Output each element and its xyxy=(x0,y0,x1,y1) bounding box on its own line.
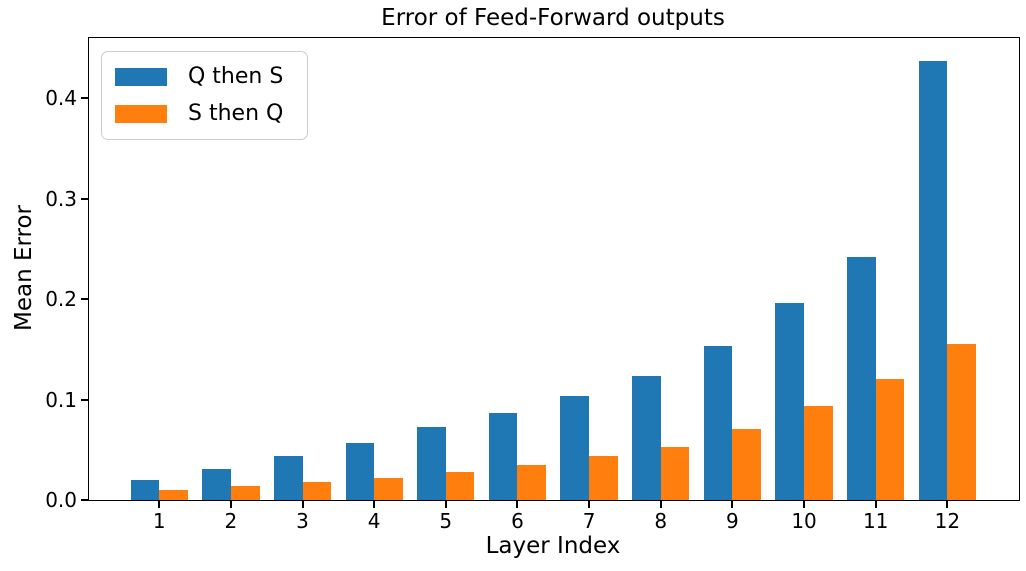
bar-q-then-s-layer-5 xyxy=(417,426,446,500)
legend-label-s-then-q: S then Q xyxy=(188,101,284,127)
bar-q-then-s-layer-3 xyxy=(273,455,303,500)
y-tick-label-0.3: 0.3 xyxy=(45,186,77,211)
y-tick-0.4 xyxy=(81,97,89,100)
y-tick-0.3 xyxy=(81,197,89,200)
bar-s-then-q-layer-2 xyxy=(230,485,260,500)
bar-s-then-q-layer-9 xyxy=(732,428,762,500)
x-tick-label-5: 5 xyxy=(439,509,453,533)
bar-s-then-q-layer-5 xyxy=(445,471,475,500)
bar-s-then-q-layer-3 xyxy=(302,481,332,500)
x-axis-label: Layer Index xyxy=(485,533,621,559)
y-tick-0.1 xyxy=(81,398,89,401)
x-tick-label-2: 2 xyxy=(224,509,238,533)
bar-s-then-q-layer-11 xyxy=(875,379,905,500)
y-tick-label-0.4: 0.4 xyxy=(45,86,77,111)
x-tick-label-1: 1 xyxy=(152,509,166,533)
x-tick-6 xyxy=(516,500,519,508)
x-tick-8 xyxy=(659,500,662,508)
x-tick-11 xyxy=(874,500,877,508)
x-tick-7 xyxy=(588,500,591,508)
y-tick-label-0.2: 0.2 xyxy=(45,287,77,312)
y-tick-0.0 xyxy=(81,499,89,501)
bar-q-then-s-layer-6 xyxy=(488,412,518,500)
x-tick-label-4: 4 xyxy=(367,509,381,533)
x-tick-1 xyxy=(158,500,161,508)
x-tick-label-7: 7 xyxy=(582,509,596,533)
bar-s-then-q-layer-1 xyxy=(159,489,188,500)
x-tick-9 xyxy=(731,500,734,508)
chart-title: Error of Feed-Forward outputs xyxy=(381,5,725,31)
x-tick-label-8: 8 xyxy=(654,509,668,533)
x-tick-5 xyxy=(444,500,447,508)
bar-q-then-s-layer-12 xyxy=(918,61,948,500)
bar-q-then-s-layer-11 xyxy=(847,256,876,500)
y-axis-label: Mean Error xyxy=(11,204,37,332)
x-tick-label-10: 10 xyxy=(791,509,817,533)
x-tick-4 xyxy=(373,500,376,508)
legend-item-q-then-s: Q then S xyxy=(115,64,283,89)
y-tick-label-0.0: 0.0 xyxy=(45,488,77,512)
x-tick-label-11: 11 xyxy=(862,509,889,533)
bar-q-then-s-layer-4 xyxy=(345,442,375,500)
bar-q-then-s-layer-10 xyxy=(775,303,805,500)
bar-q-then-s-layer-9 xyxy=(703,346,733,500)
bar-q-then-s-layer-1 xyxy=(130,479,160,500)
y-tick-label-0.1: 0.1 xyxy=(45,387,77,412)
bar-s-then-q-layer-8 xyxy=(660,446,690,500)
x-tick-3 xyxy=(301,500,304,508)
x-tick-label-9: 9 xyxy=(726,509,739,533)
bar-s-then-q-layer-7 xyxy=(589,455,618,500)
legend-swatch-q-then-s xyxy=(115,67,167,86)
x-tick-label-6: 6 xyxy=(511,509,524,533)
bar-s-then-q-layer-6 xyxy=(517,464,547,500)
plot-area: Q then S S then Q 0.0 0.1 0.2 0.3 0.4 1 2 3 4 5 6 7… xyxy=(45,37,1020,531)
legend-label-q-then-s: Q then S xyxy=(188,64,284,89)
x-tick-12 xyxy=(946,500,949,508)
bar-s-then-q-layer-12 xyxy=(947,344,976,500)
y-tick-0.2 xyxy=(81,298,89,301)
bar-q-then-s-layer-8 xyxy=(632,376,661,500)
x-tick-2 xyxy=(229,500,232,508)
bar-s-then-q-layer-10 xyxy=(804,405,833,500)
bar-s-then-q-layer-4 xyxy=(374,477,403,500)
legend-item-s-then-q: S then Q xyxy=(115,101,283,126)
legend-swatch-s-then-q xyxy=(115,104,167,123)
bar-q-then-s-layer-7 xyxy=(560,395,590,500)
x-tick-10 xyxy=(803,500,806,508)
legend: Q then S S then Q xyxy=(101,51,309,140)
bar-q-then-s-layer-2 xyxy=(202,468,231,500)
x-tick-label-12: 12 xyxy=(934,509,961,533)
x-tick-label-3: 3 xyxy=(296,509,309,533)
